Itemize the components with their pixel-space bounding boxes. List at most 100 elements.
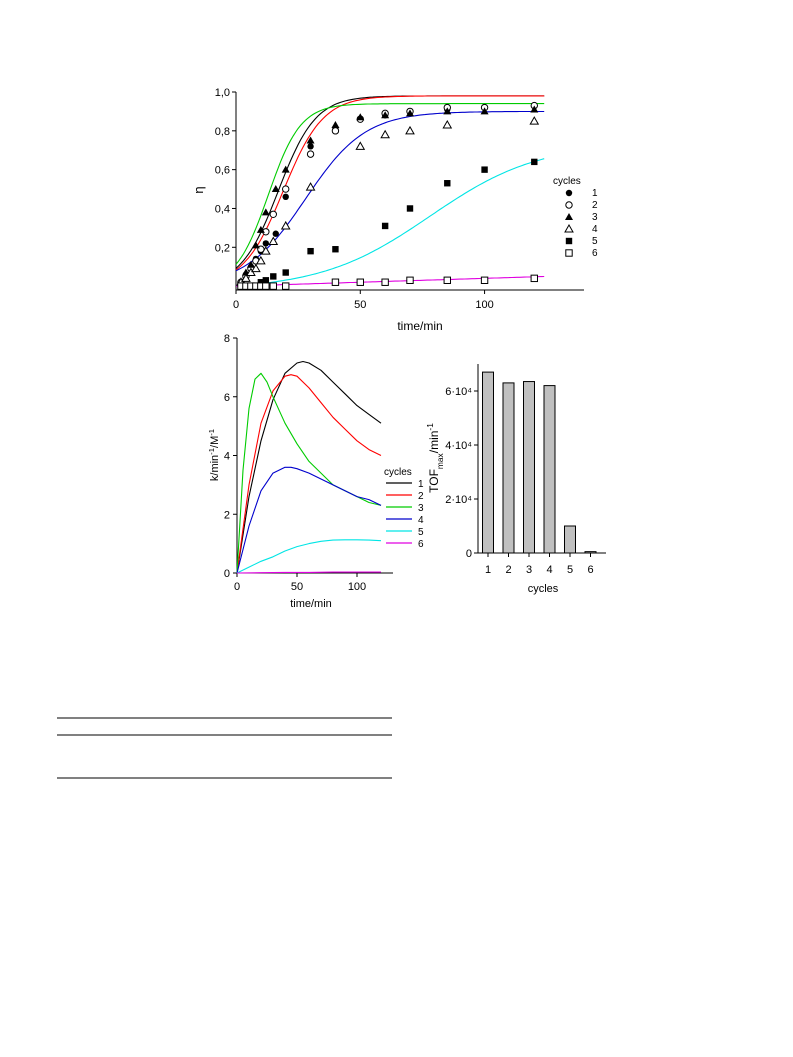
data-point-cycle-1 xyxy=(282,193,289,201)
data-point-cycle-4 xyxy=(305,182,316,191)
data-point-cycle-5 xyxy=(531,158,538,166)
data-point-cycle-3 xyxy=(246,260,255,268)
data-point-cycle-2 xyxy=(269,210,277,218)
y-axis-label: k/min-1/M-1 xyxy=(207,429,222,481)
x-tick-label: 6 xyxy=(587,564,593,576)
data-point-cycle-4 xyxy=(241,273,251,282)
data-point-cycle-6 xyxy=(480,276,489,284)
fit-curve-cycle-2 xyxy=(235,95,545,271)
data-point-cycle-6 xyxy=(530,274,538,283)
data-point-cycle-4 xyxy=(280,220,291,230)
x-tick-label: 3 xyxy=(526,564,532,576)
data-point-cycle-3 xyxy=(480,107,489,115)
bar-cycle-1 xyxy=(482,371,494,554)
curve-cycle-4 xyxy=(236,466,382,574)
data-point-cycle-3 xyxy=(281,165,290,173)
data-point-cycle-5 xyxy=(270,273,277,280)
legend-label: 1 xyxy=(592,188,598,199)
legend-label: 4 xyxy=(592,224,598,235)
x-tick-label: 50 xyxy=(354,299,366,311)
bar-cycle-6 xyxy=(584,551,597,554)
y-tick-label: 6 xyxy=(224,392,230,404)
legend-label: 2 xyxy=(592,200,598,211)
data-point-cycle-4 xyxy=(405,125,415,135)
x-axis-label: time/min xyxy=(290,598,332,610)
data-point-cycle-2 xyxy=(306,150,315,158)
data-point-cycle-6 xyxy=(331,278,340,286)
y-tick-label: 0,8 xyxy=(215,126,230,138)
data-point-cycle-3 xyxy=(443,107,452,115)
curve-cycle-5 xyxy=(236,539,382,574)
legend-label: 5 xyxy=(592,236,598,247)
data-point-cycle-6 xyxy=(282,282,290,290)
legend-marker-cycle-3 xyxy=(565,213,573,220)
legend-label: 6 xyxy=(418,539,424,550)
x-tick-label: 100 xyxy=(348,581,366,593)
data-point-cycle-3 xyxy=(256,225,265,233)
x-tick-label: 2 xyxy=(505,564,511,576)
data-point-cycle-4 xyxy=(268,236,279,245)
y-tick-label: 4·10⁴ xyxy=(445,440,472,452)
data-point-cycle-3 xyxy=(251,241,260,249)
curve-cycle-2 xyxy=(236,374,382,574)
y-tick-label: 1,0 xyxy=(215,87,230,99)
data-point-cycle-6 xyxy=(356,278,364,286)
table-rules xyxy=(57,717,392,779)
bar-cycle-3 xyxy=(523,381,535,554)
data-point-cycle-4 xyxy=(529,116,540,125)
data-point-cycle-3 xyxy=(381,111,390,119)
legend-title: cycles xyxy=(384,467,412,478)
x-tick-label: 100 xyxy=(475,299,493,311)
fit-curve-cycle-3 xyxy=(235,103,545,265)
data-point-cycle-2 xyxy=(282,185,290,193)
y-tick-label: 0,2 xyxy=(215,242,230,254)
y-tick-label: 4 xyxy=(224,451,230,463)
legend-label: 3 xyxy=(418,503,424,514)
data-point-cycle-3 xyxy=(530,105,539,113)
data-point-cycle-6 xyxy=(262,282,270,290)
data-point-cycle-3 xyxy=(331,121,340,128)
y-tick-label: 2·10⁴ xyxy=(445,494,472,506)
bar-cycle-5 xyxy=(564,525,576,554)
x-axis-label: time/min xyxy=(397,319,442,333)
curve-cycle-1 xyxy=(236,360,382,574)
data-point-cycle-4 xyxy=(442,119,453,129)
data-point-cycle-6 xyxy=(406,276,414,284)
y-tick-label: 6·10⁴ xyxy=(445,386,472,398)
legend-label: 2 xyxy=(418,491,424,502)
data-point-cycle-6 xyxy=(381,278,389,286)
fit-curve-cycle-5 xyxy=(235,158,545,287)
data-point-cycle-4 xyxy=(355,141,366,150)
data-point-cycle-5 xyxy=(257,279,265,286)
curve-cycle-6 xyxy=(236,571,381,574)
y-axis-label: η xyxy=(191,186,206,193)
data-point-cycle-6 xyxy=(443,276,451,284)
data-point-cycle-4 xyxy=(380,129,391,139)
eta-vs-time-plot: 0 50 100 0,2 0,4 0,6 0,8 1,0 time/min η cycles 1234… xyxy=(191,87,598,333)
data-point-cycle-5 xyxy=(381,222,389,230)
data-point-cycle-3 xyxy=(261,208,270,216)
data-point-cycle-3 xyxy=(306,136,315,144)
data-point-cycle-4 xyxy=(260,246,271,255)
legend-label: 6 xyxy=(592,248,598,259)
data-point-cycle-1 xyxy=(272,230,279,237)
y-tick-label: 0 xyxy=(224,568,230,580)
legend-marker-cycle-4 xyxy=(564,223,574,233)
tof-max-bar-chart: 0 2·10⁴ 4·10⁴ 6·10⁴ 1 2 3 4 5 6 cycles TOFmax/min-1 xyxy=(425,364,606,595)
data-point-cycle-5 xyxy=(481,166,488,173)
y-tick-label: 8 xyxy=(224,333,230,345)
data-point-cycle-5 xyxy=(282,269,289,276)
legend-label: 3 xyxy=(592,212,598,223)
legend-label: 5 xyxy=(418,527,424,538)
x-tick-label: 5 xyxy=(567,564,573,576)
data-point-cycle-3 xyxy=(406,109,414,117)
data-point-cycle-5 xyxy=(444,180,451,187)
bar-cycle-2 xyxy=(502,382,515,554)
y-tick-label: 0 xyxy=(466,548,472,560)
x-axis-label: cycles xyxy=(528,583,559,595)
data-point-cycle-4 xyxy=(251,263,261,273)
fit-curve-cycle-4 xyxy=(235,110,545,272)
data-point-cycle-2 xyxy=(331,127,340,135)
legend-title: cycles xyxy=(553,176,581,187)
